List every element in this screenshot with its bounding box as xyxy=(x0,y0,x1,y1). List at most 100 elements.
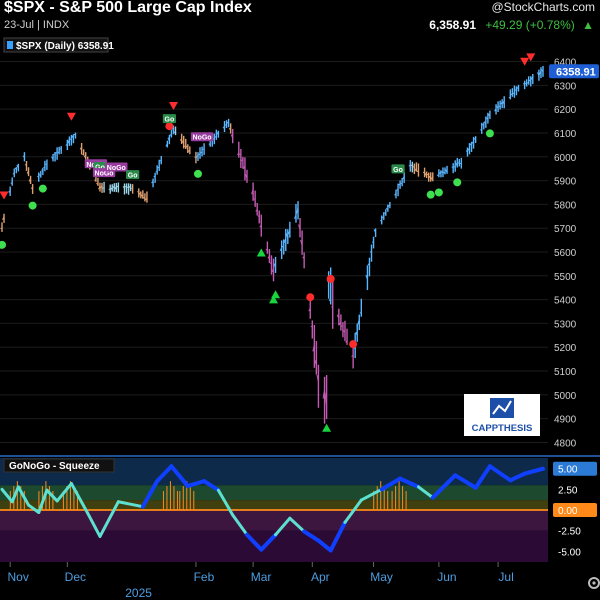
price-bar-open-tick xyxy=(455,162,458,167)
sell-arrow xyxy=(526,53,536,62)
price-bar-open-tick xyxy=(124,185,127,188)
oscillator-axis: 5.00 2.50 0.00 -2.50 -5.00 xyxy=(553,461,597,558)
price-bar-open-tick xyxy=(67,139,70,144)
price-bar-open-tick xyxy=(502,100,505,104)
oscillator-legend-box xyxy=(3,458,115,473)
buy-arrow xyxy=(269,295,279,304)
oscillator-tick-label: -5.00 xyxy=(558,547,581,558)
red-dot xyxy=(349,340,358,349)
price-bar-open-tick xyxy=(98,185,101,190)
price-bar-open-tick xyxy=(467,147,470,151)
price-bar-open-tick xyxy=(373,229,377,234)
red-dot xyxy=(165,122,174,131)
price-bar-open-tick xyxy=(367,262,370,266)
price-bar-open-tick xyxy=(94,179,97,182)
price-bar-open-tick xyxy=(302,256,305,259)
up-arrow-icon: ▲ xyxy=(582,18,594,32)
price-bar-open-tick xyxy=(181,140,185,143)
price-bar-open-tick xyxy=(422,171,425,174)
price-bar-open-tick xyxy=(241,159,244,162)
price-bar-open-tick xyxy=(469,143,472,146)
price-bar-open-tick xyxy=(500,101,503,105)
price-bar-open-tick xyxy=(140,194,144,198)
watermark-chart-icon xyxy=(492,400,512,415)
price-bar-open-tick xyxy=(300,239,303,246)
price-bar-open-tick xyxy=(71,135,74,139)
price-bar-open-tick xyxy=(283,238,287,243)
price-bar-open-tick xyxy=(196,154,199,158)
price-bar-open-tick xyxy=(137,191,139,193)
oscillator-tick-label: 0.00 xyxy=(558,506,578,517)
x-month-label: Dec xyxy=(65,570,86,584)
price-bar-open-tick xyxy=(522,83,525,85)
x-month-label: Apr xyxy=(311,570,330,584)
price-bar-open-tick xyxy=(328,297,332,302)
signal-label-text: Go xyxy=(165,117,175,124)
signal-label-text: NoGo xyxy=(107,165,126,172)
price-tick-label: 6100 xyxy=(554,129,577,140)
price-bar-open-tick xyxy=(259,224,262,228)
price-bar-open-tick xyxy=(200,151,203,154)
price-bar-open-tick xyxy=(112,185,115,188)
price-bar-open-tick xyxy=(345,340,348,343)
cappthesis-watermark: CAPPTHESIS xyxy=(464,394,540,436)
green-dot xyxy=(28,201,37,210)
oscillator-segment xyxy=(416,485,435,500)
sell-arrow xyxy=(66,112,76,121)
oscillator-value-box xyxy=(553,503,597,517)
price-bar-open-tick xyxy=(437,173,440,177)
buy-arrow xyxy=(256,248,266,257)
oscillator-segment xyxy=(202,479,221,493)
price-bar-open-tick xyxy=(402,176,405,180)
oscillator-segment xyxy=(359,487,384,502)
price-tick-label: 5600 xyxy=(554,248,577,259)
signal-label-text: Go xyxy=(393,167,403,174)
price-bar-open-tick xyxy=(138,192,142,195)
price-bar-open-tick xyxy=(2,216,5,221)
price-bar-open-tick xyxy=(408,164,411,167)
price-tick-label: 6200 xyxy=(554,105,577,116)
stockcharts-logo[interactable]: @StockCharts.com xyxy=(491,0,595,14)
price-gridlines xyxy=(0,61,548,443)
legend-swatch xyxy=(7,41,13,49)
price-bar-open-tick xyxy=(445,169,448,173)
price-bar-open-tick xyxy=(8,190,11,193)
price-bar-open-tick xyxy=(530,76,534,80)
chart-header: $SPX - S&P 500 Large Cap Index 23-Jul | … xyxy=(0,0,600,34)
gear-icon[interactable] xyxy=(588,577,600,589)
oscillator-segment xyxy=(244,532,264,552)
price-bar-open-tick xyxy=(265,248,268,251)
signal-label: NoGo xyxy=(190,132,214,142)
price-bar-open-tick xyxy=(398,183,401,186)
price-bar-open-tick xyxy=(126,186,129,189)
price-bar-open-tick xyxy=(314,359,317,366)
price-tick-label: 5000 xyxy=(554,391,577,402)
price-bar-open-tick xyxy=(122,186,125,189)
chart-title: $SPX - S&P 500 Large Cap Index xyxy=(4,0,252,16)
price-bar-open-tick xyxy=(416,170,419,173)
green-dot xyxy=(485,129,494,138)
oscillator-segment xyxy=(379,476,403,492)
price-bar-open-tick xyxy=(316,374,319,383)
price-bar-open-tick xyxy=(145,198,148,201)
oscillator-segment xyxy=(140,479,160,509)
signal-label-text: NoGo xyxy=(193,135,212,142)
price-bar-open-tick xyxy=(338,321,342,326)
oscillator-segment xyxy=(508,471,527,483)
price-bar-open-tick xyxy=(230,134,234,139)
price-change: +49.29 (+0.78%) xyxy=(485,18,575,32)
oscillator-legend: GoNoGo - Squeeze xyxy=(3,458,115,473)
price-bar-open-tick xyxy=(222,126,225,130)
squeeze-band xyxy=(0,510,548,531)
price-bar-open-tick xyxy=(357,319,360,325)
price-bar-open-tick xyxy=(480,129,482,131)
oscillator-title: GoNoGo - Squeeze xyxy=(9,461,100,472)
price-bar-open-tick xyxy=(239,153,242,156)
oscillator-segment xyxy=(316,538,333,553)
green-dot xyxy=(426,190,435,199)
price-bar-open-tick xyxy=(83,155,87,159)
price-bar-open-tick xyxy=(16,164,19,169)
x-axis-bg xyxy=(0,564,600,600)
price-bar-open-tick xyxy=(188,150,191,152)
